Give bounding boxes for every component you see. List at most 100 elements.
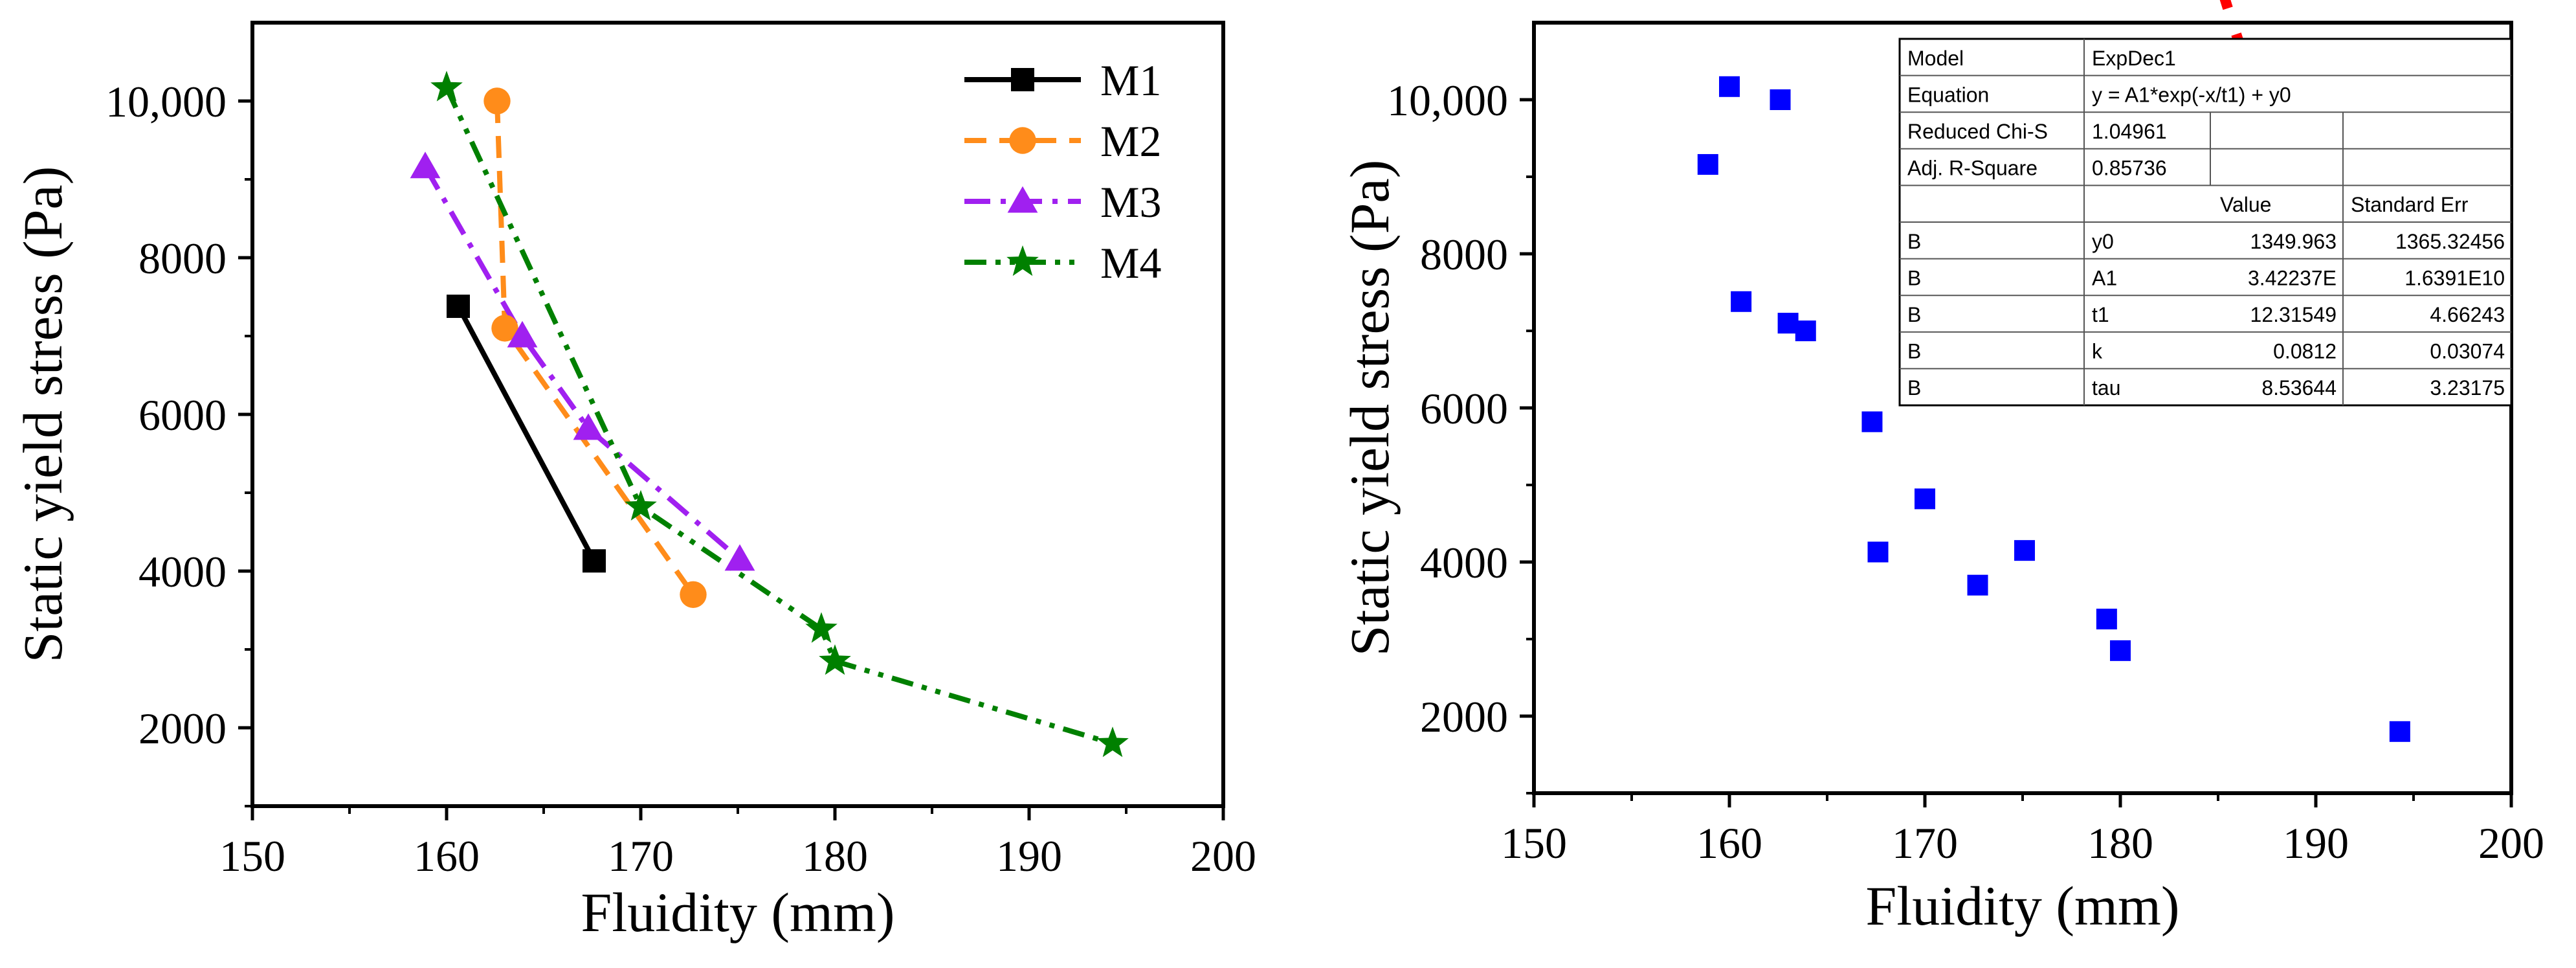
data-point-M3 bbox=[410, 152, 441, 179]
scatter-point bbox=[2096, 609, 2117, 630]
x-tick-label: 160 bbox=[1696, 818, 1762, 868]
series-line-M1 bbox=[456, 305, 597, 563]
x-tick-label: 170 bbox=[608, 831, 674, 881]
data-point-M3 bbox=[507, 321, 538, 348]
table-cell: 0.0812 bbox=[2273, 340, 2337, 363]
table-cell: k bbox=[2092, 340, 2103, 363]
series-line-M4 bbox=[444, 86, 1114, 747]
legend-label-M2: M2 bbox=[1100, 117, 1161, 166]
y-tick-label: 2000 bbox=[139, 704, 227, 753]
y-tick-label: 2000 bbox=[1420, 692, 1508, 741]
scatter-point bbox=[1967, 574, 1988, 596]
x-tick-label: 150 bbox=[219, 831, 285, 881]
legend-label-M4: M4 bbox=[1100, 238, 1161, 287]
x-axis-title: Fluidity (mm) bbox=[581, 881, 895, 943]
y-tick-label: 10,000 bbox=[105, 77, 227, 126]
table-cell: y = A1*exp(-x/t1) + y0 bbox=[2092, 83, 2291, 106]
table-cell: 1349.963 bbox=[2250, 230, 2337, 253]
scatter-point bbox=[2110, 640, 2131, 661]
scatter-point bbox=[1795, 321, 1816, 341]
x-tick-label: 160 bbox=[414, 831, 480, 881]
table-cell: Standard Err bbox=[2351, 193, 2469, 216]
x-tick-label: 190 bbox=[996, 831, 1062, 881]
data-point-M2 bbox=[680, 581, 707, 608]
y-tick-label: 4000 bbox=[1420, 538, 1508, 587]
table-cell: A1 bbox=[2092, 266, 2117, 289]
legend-label-M1: M1 bbox=[1100, 56, 1161, 105]
x-axis-ticks: 150 160 170 180 190 200 bbox=[1501, 793, 2544, 868]
x-axis-title: Fluidity (mm) bbox=[1866, 875, 2180, 937]
data-point-M1 bbox=[447, 295, 470, 319]
x-tick-label: 200 bbox=[1190, 831, 1256, 881]
table-cell: B bbox=[1907, 303, 1921, 326]
scatter-point bbox=[1731, 291, 1752, 312]
table-cell: 12.31549 bbox=[2250, 303, 2337, 326]
table-cell: Equation bbox=[1907, 83, 1989, 106]
y-tick-label: 4000 bbox=[139, 547, 227, 596]
chart-right: 150 160 170 180 190 200 2000 4000 6000 8000 10,00… bbox=[1338, 0, 2544, 937]
y-tick-label: 8000 bbox=[139, 234, 227, 283]
y-axis-title: Static yield stress (Pa) bbox=[12, 166, 74, 663]
y-tick-label: 10,000 bbox=[1387, 76, 1508, 125]
table-cell: 1365.32456 bbox=[2395, 230, 2505, 253]
table-cell: 8.53644 bbox=[2261, 376, 2337, 400]
scatter-point bbox=[1697, 153, 1718, 175]
table-cell: B bbox=[1907, 376, 1921, 400]
series-lines bbox=[423, 86, 1114, 747]
table-cell: tau bbox=[2092, 376, 2120, 400]
y-axis-ticks: 2000 4000 6000 8000 10,000 bbox=[105, 77, 252, 807]
scatter-point bbox=[1861, 411, 1883, 433]
scatter-point bbox=[1777, 313, 1799, 334]
data-point-M4 bbox=[805, 612, 838, 643]
series-line-M3 bbox=[423, 165, 742, 561]
series-markers bbox=[410, 71, 1129, 758]
scatter-point bbox=[1867, 541, 1889, 563]
x-tick-label: 150 bbox=[1501, 818, 1567, 868]
scatter-point bbox=[2014, 540, 2036, 561]
legend-marker-M3 bbox=[1007, 186, 1038, 213]
chart-left: 150 160 170 180 190 200 2000 4000 6000 8000 10,00… bbox=[12, 21, 1256, 943]
data-point-M2 bbox=[491, 315, 518, 342]
x-tick-label: 180 bbox=[2087, 818, 2153, 868]
table-cell: Reduced Chi-S bbox=[1907, 120, 2048, 143]
table-cell: 0.85736 bbox=[2092, 157, 2167, 180]
data-point-M4 bbox=[625, 490, 657, 521]
table-cell: y0 bbox=[2092, 230, 2114, 253]
x-tick-label: 200 bbox=[2478, 818, 2544, 868]
scatter-points bbox=[1697, 76, 2410, 742]
data-point-M1 bbox=[583, 549, 606, 573]
legend-label-M3: M3 bbox=[1100, 177, 1161, 227]
table-cell: B bbox=[1907, 266, 1921, 289]
table-cell: t1 bbox=[2092, 303, 2109, 326]
legend-marker-M4 bbox=[1006, 245, 1039, 276]
data-point-M3 bbox=[724, 544, 755, 571]
table-cell: 3.23175 bbox=[2430, 376, 2505, 400]
data-point-M3 bbox=[573, 413, 604, 440]
table-cell: B bbox=[1907, 230, 1921, 253]
y-axis-ticks: 2000 4000 6000 8000 10,000 bbox=[1387, 76, 1534, 794]
table-cell: 1.6391E10 bbox=[2404, 266, 2505, 289]
x-tick-label: 190 bbox=[2283, 818, 2349, 868]
table-cell: Adj. R-Square bbox=[1907, 157, 2037, 180]
y-tick-label: 6000 bbox=[1420, 384, 1508, 433]
y-axis-title: Static yield stress (Pa) bbox=[1338, 160, 1401, 657]
scatter-point bbox=[1770, 89, 1791, 110]
scatter-point bbox=[1915, 488, 1935, 510]
table-cell: Value bbox=[2220, 193, 2271, 216]
table-cell: 4.66243 bbox=[2430, 303, 2505, 326]
table-cell: 0.03074 bbox=[2430, 340, 2505, 363]
data-point-M4 bbox=[819, 644, 851, 675]
table-cell: 1.04961 bbox=[2092, 120, 2167, 143]
x-tick-label: 180 bbox=[802, 831, 868, 881]
table-cell: B bbox=[1907, 340, 1921, 363]
table-cell: Model bbox=[1907, 47, 1964, 70]
x-axis-ticks: 150 160 170 180 190 200 bbox=[219, 806, 1256, 881]
data-point-M4 bbox=[1096, 726, 1129, 758]
legend: M1 M2 M3 M4 bbox=[964, 56, 1161, 287]
fit-stats-table: Model ExpDec1 Equation y = A1*exp(-x/t1) + … bbox=[1898, 38, 2513, 407]
data-point-M4 bbox=[430, 71, 463, 102]
scatter-point bbox=[1719, 76, 1740, 97]
x-tick-label: 170 bbox=[1892, 818, 1958, 868]
scatter-point bbox=[2389, 721, 2410, 742]
